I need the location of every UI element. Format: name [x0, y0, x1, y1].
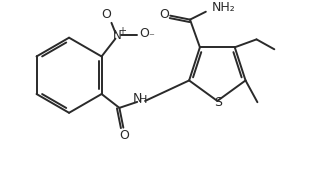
- Text: O: O: [101, 8, 111, 21]
- Text: O: O: [119, 129, 129, 142]
- Text: O: O: [159, 8, 169, 21]
- Text: N: N: [113, 29, 122, 42]
- Text: NH₂: NH₂: [212, 1, 236, 14]
- Text: O: O: [139, 27, 149, 40]
- Text: H: H: [139, 95, 147, 105]
- Text: N: N: [132, 92, 142, 105]
- Text: S: S: [214, 96, 222, 109]
- Text: +: +: [118, 26, 126, 36]
- Text: ⁻: ⁻: [148, 33, 154, 43]
